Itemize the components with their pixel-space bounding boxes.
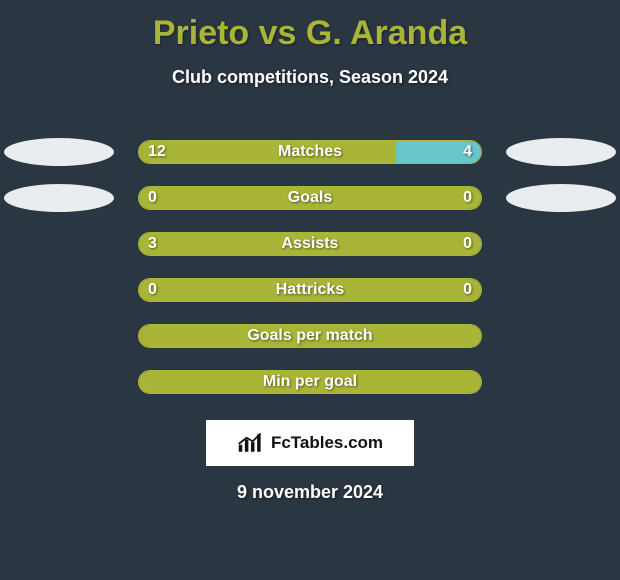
stat-row: Matches124: [0, 132, 620, 178]
barchart-icon: [237, 432, 265, 454]
stat-bar-left-seg: [139, 371, 481, 393]
stat-bar-right-seg: [396, 141, 482, 163]
stat-row: Min per goal: [0, 362, 620, 408]
date-label: 9 november 2024: [0, 482, 620, 503]
stat-bar: [138, 186, 482, 210]
stat-row: Goals00: [0, 178, 620, 224]
stat-bar: [138, 140, 482, 164]
stat-bar-left-seg: [139, 141, 396, 163]
stat-bar: [138, 324, 482, 348]
stat-row: Hattricks00: [0, 270, 620, 316]
stat-bar-left-seg: [139, 187, 481, 209]
page-title: Prieto vs G. Aranda: [0, 0, 620, 53]
stat-bar-left-seg: [139, 279, 481, 301]
stat-bar-left-seg: [139, 325, 481, 347]
stat-row: Assists30: [0, 224, 620, 270]
player-right-avatar: [506, 138, 616, 166]
player-right-avatar: [506, 184, 616, 212]
branding-badge: FcTables.com: [206, 420, 414, 466]
stat-bar: [138, 232, 482, 256]
player-left-avatar: [4, 184, 114, 212]
stat-bar-left-seg: [139, 233, 481, 255]
subtitle: Club competitions, Season 2024: [0, 67, 620, 88]
stat-bar: [138, 370, 482, 394]
player-left-avatar: [4, 138, 114, 166]
branding-text: FcTables.com: [271, 433, 383, 453]
stat-bar: [138, 278, 482, 302]
stat-rows: Matches124Goals00Assists30Hattricks00Goa…: [0, 132, 620, 408]
stat-row: Goals per match: [0, 316, 620, 362]
